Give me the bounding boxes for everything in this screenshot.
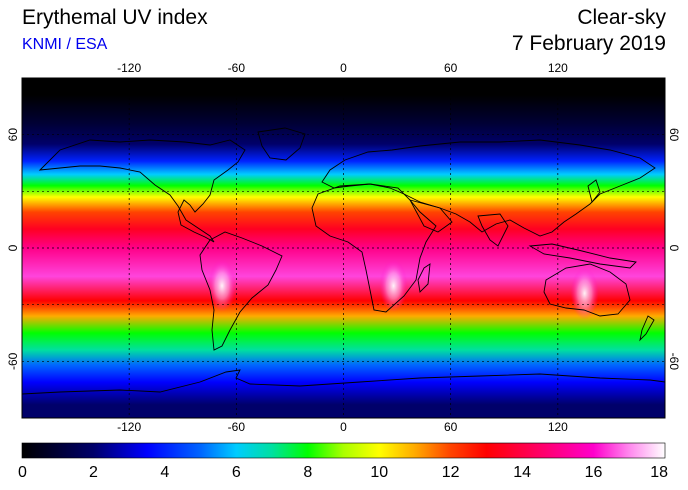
lon-tick-label-bottom: 60 [444,420,458,434]
colorbar-tick-label: 14 [513,464,531,481]
hotspot-andes [208,259,237,312]
sky-mode-label: Clear-sky [577,6,666,29]
coast-madagascar [417,263,431,293]
lon-tick-label-top: 120 [548,61,568,75]
coast-africa [311,183,437,313]
lat-tick-label-left: -60 [6,352,20,370]
axis-labels: -120 -120 -60 -60 0 0 60 60 120 120 60 60 0 0 -60 -60 [6,61,681,434]
coastlines [22,127,665,395]
coast-antarctica [22,369,665,395]
colorbar-tick-label: 16 [585,464,603,481]
lon-tick-label-bottom: 120 [548,420,568,434]
colorbar-tick-label: 12 [442,464,460,481]
map-title: Erythemal UV index [22,6,208,29]
coast-australia [543,263,631,317]
coast-arabia [409,199,453,233]
hotspot-australia [570,267,599,320]
date-label: 7 February 2019 [511,32,666,55]
map-frame [21,77,666,419]
lon-tick-label-top: -60 [228,61,246,75]
coast-indonesia [528,243,637,269]
coast-south-america [199,231,283,351]
lat-tick-label-left: 60 [6,128,20,142]
lat-tick-label-right: -60 [667,353,681,371]
lat-tick-label-left: 0 [6,244,20,251]
coast-greenland [257,127,306,161]
map-area [21,77,666,419]
lon-tick-label-top: 0 [340,61,347,75]
lon-tick-label-bottom: -60 [228,420,246,434]
lat-tick-label-right: 60 [667,128,681,142]
gridlines [22,78,665,418]
coast-japan [587,179,601,203]
lon-tick-label-bottom: 0 [340,420,347,434]
colorbar-ticks: 0 2 4 6 8 10 12 14 16 18 [18,464,668,481]
lon-tick-label-top: -120 [117,61,141,75]
coast-north-america [38,139,246,243]
colorbar-tick-label: 18 [650,464,668,481]
hotspot-southern-africa [379,259,408,312]
colorbar-tick-label: 6 [232,464,241,481]
colorbar-tick-label: 8 [303,464,312,481]
colorbar-tick-label: 4 [160,464,169,481]
lon-tick-label-top: 60 [444,61,458,75]
coast-india [477,213,509,247]
coast-eurasia [321,139,656,237]
source-label: KNMI / ESA [22,36,108,53]
coast-new-zealand [639,315,655,342]
lon-tick-label-bottom: -120 [117,420,141,434]
colorbar: 0 2 4 6 8 10 12 14 16 18 [18,442,668,481]
colorbar-tick-label: 0 [18,464,27,481]
colorbar-tick-label: 2 [89,464,98,481]
colorbar-gradient [21,442,666,459]
colorbar-tick-label: 10 [370,464,388,481]
lat-tick-label-right: 0 [667,245,681,252]
